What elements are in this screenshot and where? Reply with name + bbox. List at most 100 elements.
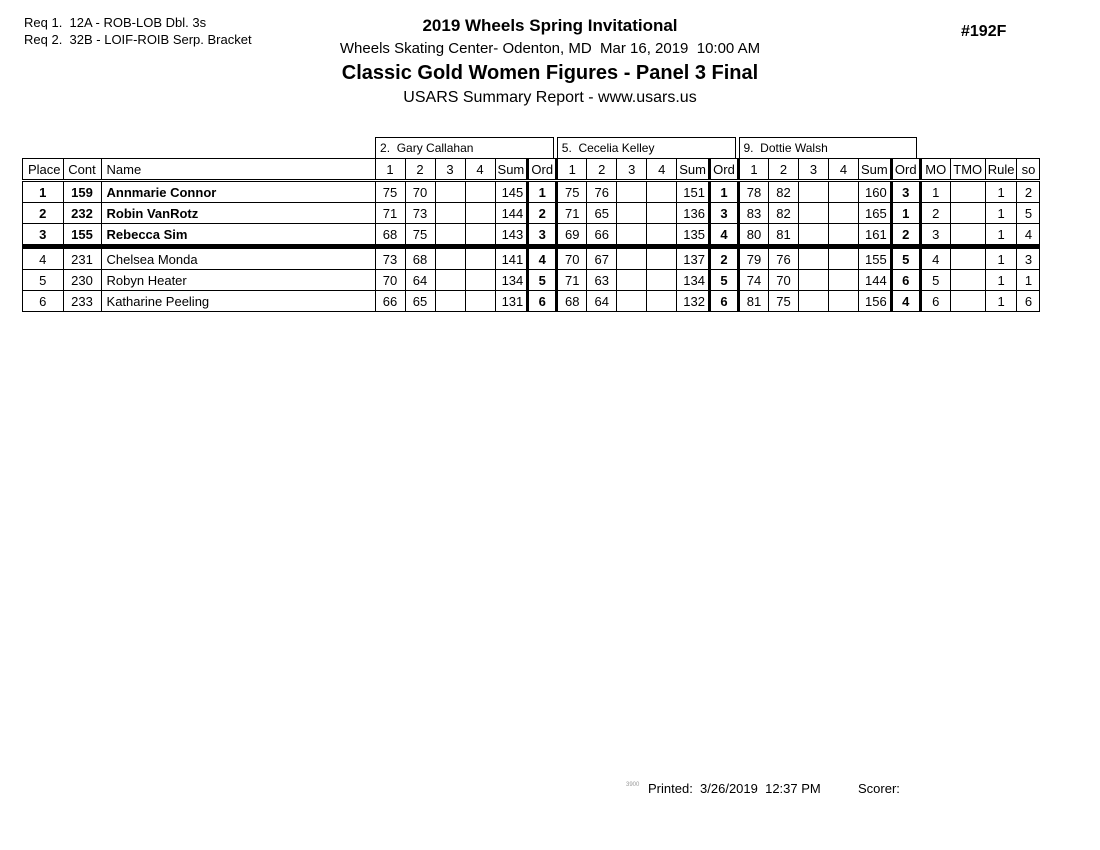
cell-rule: 1 <box>984 269 1018 291</box>
cell-rule: 1 <box>984 244 1018 270</box>
cell-j3-score-3 <box>798 244 829 270</box>
cell-j1-score-2: 73 <box>404 202 436 224</box>
cell-j1-score-4 <box>464 290 496 312</box>
cell-j2-score-2: 76 <box>586 180 618 203</box>
cell-j1-score-3 <box>434 269 466 291</box>
cell-cont: 232 <box>62 202 102 224</box>
cell-j3-score-4 <box>828 244 859 270</box>
cell-j3-score-3 <box>798 180 829 203</box>
cell-j2-score-4 <box>646 180 678 203</box>
requirement-line-1: Req 1. 12A - ROB-LOB Dbl. 3s <box>24 15 207 30</box>
cell-place: 2 <box>22 202 64 224</box>
cell-j1-score-1: 68 <box>374 223 406 247</box>
cell-j3-sum: 165 <box>858 202 892 224</box>
results-table: 2. Gary Callahan 5. Cecelia Kelley 9. Do… <box>22 137 1041 312</box>
cell-j2-sum: 134 <box>676 269 710 291</box>
event-number: #192F <box>961 23 1007 40</box>
requirements-block: Req 1. 12A - ROB-LOB Dbl. 3s Req 2. 32B … <box>24 14 252 48</box>
col-header-j1-ord: Ord <box>526 158 559 182</box>
cell-j2-score-1: 75 <box>556 180 588 203</box>
cell-j1-score-2: 68 <box>404 244 436 270</box>
cell-so: 1 <box>1016 269 1041 291</box>
cell-j3-score-1: 80 <box>738 223 769 247</box>
cell-j1-sum: 141 <box>494 244 529 270</box>
judge-name-1: 2. Gary Callahan <box>375 137 554 158</box>
col-header-j3-sum: Sum <box>858 158 892 182</box>
cell-tmo <box>949 202 986 224</box>
cell-j2-score-4 <box>646 223 678 247</box>
cell-j3-score-4 <box>828 223 859 247</box>
table-row: 3 155 Rebecca Sim 68 75 143 3 69 66 135 4 80 81 161 2 3… <box>22 223 1041 247</box>
cell-j3-score-4 <box>828 290 859 312</box>
cell-j1-score-4 <box>464 244 496 270</box>
cell-cont: 155 <box>62 223 102 247</box>
cell-mo: 2 <box>919 202 951 224</box>
table-row: 4 231 Chelsea Monda 73 68 141 4 70 67 137 2 79 76 155… <box>22 244 1041 270</box>
cell-j2-ord: 2 <box>708 244 740 270</box>
col-header-so: so <box>1016 158 1041 182</box>
cell-j1-score-4 <box>464 180 496 203</box>
cell-j1-ord: 3 <box>526 223 559 247</box>
cell-j1-score-1: 75 <box>374 180 406 203</box>
cell-name: Chelsea Monda <box>100 244 376 270</box>
col-header-j2-ord: Ord <box>708 158 740 182</box>
cell-j1-score-4 <box>464 202 496 224</box>
cell-j2-sum: 132 <box>676 290 710 312</box>
cell-cont: 230 <box>62 269 102 291</box>
cell-j2-score-1: 71 <box>556 202 588 224</box>
col-header-j3-ord: Ord <box>889 158 922 182</box>
judge-name-2: 5. Cecelia Kelley <box>556 137 736 158</box>
col-header-j2-3: 3 <box>616 158 648 182</box>
cell-j3-score-4 <box>828 202 859 224</box>
cell-j1-score-3 <box>434 180 466 203</box>
cell-j1-score-2: 64 <box>404 269 436 291</box>
col-header-j1-4: 4 <box>464 158 496 182</box>
cell-j2-score-4 <box>646 290 678 312</box>
cell-j2-score-2: 66 <box>586 223 618 247</box>
cell-j3-score-3 <box>798 202 829 224</box>
cell-cont: 231 <box>62 244 102 270</box>
cell-j3-ord: 3 <box>889 180 922 203</box>
cell-j1-score-3 <box>434 223 466 247</box>
cell-j2-score-2: 65 <box>586 202 618 224</box>
cell-j2-sum: 136 <box>676 202 710 224</box>
judge-header-cell-1: 2. Gary Callahan <box>375 137 557 159</box>
cell-j1-sum: 144 <box>494 202 529 224</box>
cell-j1-score-3 <box>434 244 466 270</box>
judge-header-cell-2: 5. Cecelia Kelley <box>556 137 739 159</box>
table-row: 6 233 Katharine Peeling 66 65 131 6 68 64 132 6 81 7… <box>22 290 1041 312</box>
cell-j1-score-1: 71 <box>374 202 406 224</box>
cell-rule: 1 <box>984 202 1018 224</box>
cell-j3-ord: 2 <box>889 223 922 247</box>
cell-j3-score-1: 79 <box>738 244 769 270</box>
cell-j3-score-2: 82 <box>768 180 799 203</box>
cell-place: 4 <box>22 244 64 270</box>
cell-j3-sum: 160 <box>858 180 892 203</box>
cell-name: Katharine Peeling <box>100 290 376 312</box>
cell-tmo <box>949 290 986 312</box>
cell-j2-score-4 <box>646 244 678 270</box>
cell-j3-sum: 144 <box>858 269 892 291</box>
cell-cont: 159 <box>62 180 102 203</box>
cell-so: 3 <box>1016 244 1041 270</box>
cell-j2-ord: 6 <box>708 290 740 312</box>
col-header-tmo: TMO <box>949 158 986 182</box>
title-block: 2019 Wheels Spring Invitational Wheels S… <box>0 16 1100 107</box>
cell-j3-sum: 156 <box>858 290 892 312</box>
cell-j2-sum: 135 <box>676 223 710 247</box>
cell-j3-score-1: 78 <box>738 180 769 203</box>
cell-place: 5 <box>22 269 64 291</box>
table-row: 1 159 Annmarie Connor 75 70 145 1 75 76 151 1 78 82 1… <box>22 180 1041 203</box>
cell-j1-score-1: 73 <box>374 244 406 270</box>
cell-j3-score-2: 70 <box>768 269 799 291</box>
column-header-row: Place Cont Name 1 2 3 4 Sum Ord 1 2 3 4 … <box>22 158 1041 182</box>
cell-j1-score-2: 70 <box>404 180 436 203</box>
cell-j1-score-2: 65 <box>404 290 436 312</box>
cell-place: 1 <box>22 180 64 203</box>
cell-j1-score-3 <box>434 290 466 312</box>
col-header-j2-1: 1 <box>556 158 588 182</box>
cell-j2-score-1: 71 <box>556 269 588 291</box>
cell-j3-score-2: 81 <box>768 223 799 247</box>
cell-j1-sum: 134 <box>494 269 529 291</box>
cell-j2-sum: 137 <box>676 244 710 270</box>
